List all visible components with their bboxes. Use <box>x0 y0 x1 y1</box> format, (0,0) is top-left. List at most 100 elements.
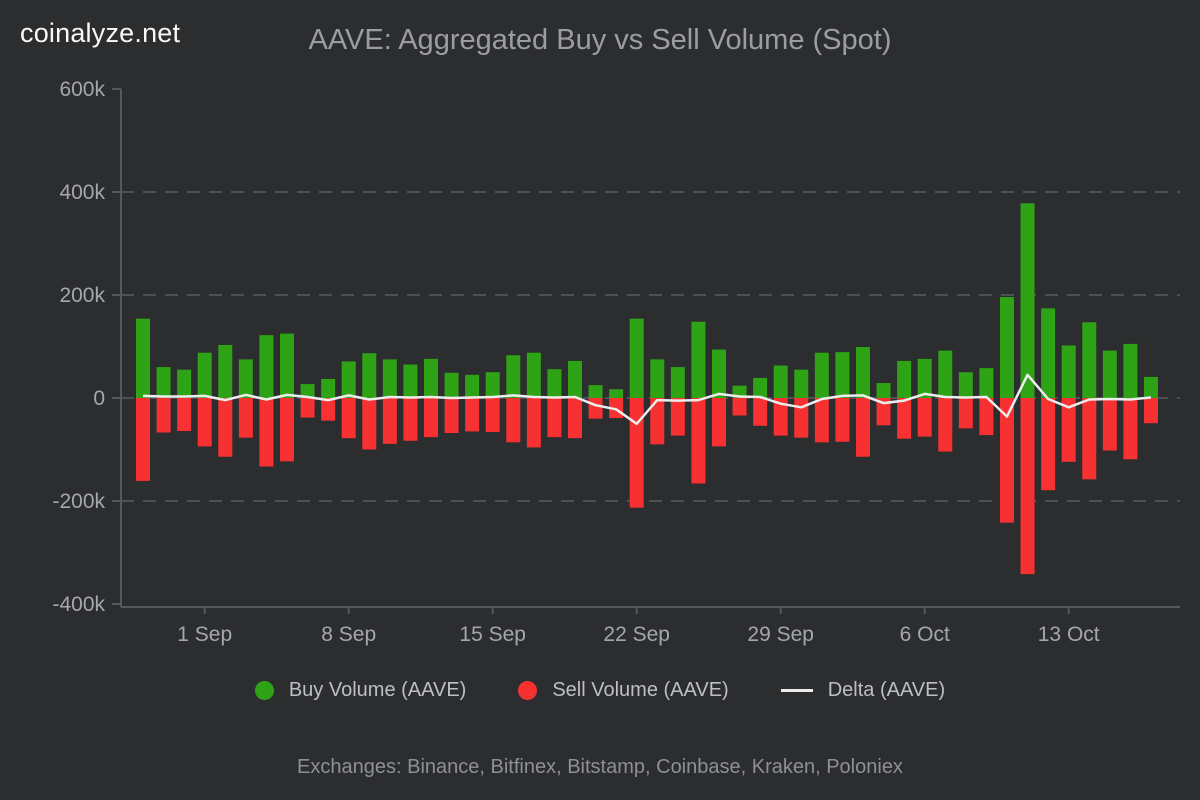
sell-bar <box>650 398 665 445</box>
buy-bar <box>1020 203 1035 398</box>
buy-bar <box>938 350 953 398</box>
buy-bar <box>547 369 562 398</box>
buy-bar <box>506 355 521 398</box>
sell-bar <box>1041 398 1056 491</box>
buy-bar <box>588 385 603 398</box>
buy-bar <box>465 374 480 398</box>
legend-sell-label: Sell Volume (AAVE) <box>552 679 729 701</box>
sell-bar <box>238 398 253 438</box>
buy-sell-volume-chart[interactable]: 600k 400k 200k 0 -200k -400k 1 Sep 8 Sep 15 Sep 2… <box>0 0 1200 662</box>
buy-bar <box>753 377 768 398</box>
buy-bar <box>794 369 809 398</box>
x-axis-label: 29 Sep <box>747 623 814 646</box>
buy-bar <box>1041 308 1056 398</box>
sell-bar <box>341 398 356 439</box>
sell-bar <box>897 398 912 439</box>
buy-bar <box>629 318 644 398</box>
buy-bar <box>609 389 624 398</box>
sell-bar <box>917 398 932 437</box>
delta-line <box>142 373 1152 426</box>
sell-bar <box>855 398 870 457</box>
sell-bar <box>773 398 788 436</box>
sell-bar <box>938 398 953 452</box>
legend-buy-label: Buy Volume (AAVE) <box>288 679 467 701</box>
buy-bar <box>855 347 870 398</box>
sell-bar <box>711 398 726 447</box>
sell-bar <box>691 398 706 484</box>
app-logo: coinalyze.net <box>20 18 181 48</box>
legend-item-sell[interactable]: Sell Volume (AAVE) <box>518 679 729 702</box>
sell-bar <box>814 398 829 443</box>
legend-delta-label: Delta (AAVE) <box>827 679 946 701</box>
buy-bar <box>670 367 685 398</box>
sell-bar <box>547 398 562 438</box>
buy-bar <box>403 364 418 398</box>
y-axis-label: 200k <box>59 284 105 307</box>
buy-bar <box>1143 376 1158 398</box>
sell-bar <box>999 398 1014 523</box>
sell-bar <box>1143 398 1158 424</box>
legend-item-delta[interactable]: Delta (AAVE) <box>780 679 946 702</box>
buy-bar <box>177 369 192 398</box>
sell-bar <box>506 398 521 443</box>
sell-bar <box>958 398 973 429</box>
buy-bar <box>917 358 932 398</box>
sell-bar <box>136 398 150 481</box>
buy-bar <box>259 335 274 398</box>
sell-bar <box>567 398 582 439</box>
y-axis-label: 0 <box>93 387 105 410</box>
sell-bar <box>629 398 644 508</box>
buy-bar <box>136 318 150 398</box>
sell-bar <box>259 398 274 467</box>
buy-dot-icon <box>254 681 274 700</box>
buy-bar <box>279 333 294 398</box>
sell-bar <box>279 398 294 462</box>
sell-bar <box>362 398 377 450</box>
buy-bar <box>1082 322 1097 398</box>
buy-bar <box>218 344 233 398</box>
buy-bar <box>1102 350 1117 398</box>
buy-bar <box>999 297 1014 398</box>
x-axis-label: 13 Oct <box>1038 623 1100 646</box>
sell-bar <box>835 398 850 442</box>
legend-item-buy[interactable]: Buy Volume (AAVE) <box>254 679 467 702</box>
x-axis-label: 1 Sep <box>177 623 232 646</box>
sell-bar <box>1082 398 1097 480</box>
sell-bar <box>218 398 233 457</box>
sell-bar <box>197 398 212 447</box>
buy-bar <box>567 360 582 398</box>
buy-bar <box>444 372 459 398</box>
sell-bar <box>794 398 809 438</box>
x-axis-label: 22 Sep <box>603 623 670 646</box>
y-axis-label: -400k <box>52 593 105 616</box>
buy-bar <box>362 353 377 398</box>
buy-bar <box>526 352 541 398</box>
buy-bar <box>321 378 336 398</box>
sell-bar <box>1020 398 1035 575</box>
buy-bar <box>341 361 356 398</box>
buy-bar <box>423 358 438 398</box>
sell-bar <box>876 398 891 426</box>
sell-bar <box>732 398 747 416</box>
sell-bar <box>526 398 541 448</box>
sell-bar <box>485 398 500 432</box>
buy-bar <box>300 384 315 398</box>
exchanges-note: Exchanges: Binance, Bitfinex, Bitstamp, … <box>297 756 903 778</box>
buy-bar <box>835 352 850 398</box>
y-axis-label: 400k <box>59 181 105 204</box>
sell-bar <box>465 398 480 432</box>
sell-bar <box>300 398 315 418</box>
x-axis-label: 8 Sep <box>321 623 376 646</box>
buy-bar <box>711 349 726 398</box>
sell-bar <box>423 398 438 438</box>
sell-bar <box>588 398 603 419</box>
sell-bar <box>1102 398 1117 451</box>
delta-line-icon <box>780 689 813 692</box>
buy-bar <box>814 352 829 398</box>
buy-bar <box>897 360 912 398</box>
sell-bar <box>403 398 418 441</box>
sell-bar <box>321 398 336 421</box>
buy-bar <box>979 368 994 398</box>
buy-bar <box>197 352 212 398</box>
sell-bar <box>753 398 768 426</box>
